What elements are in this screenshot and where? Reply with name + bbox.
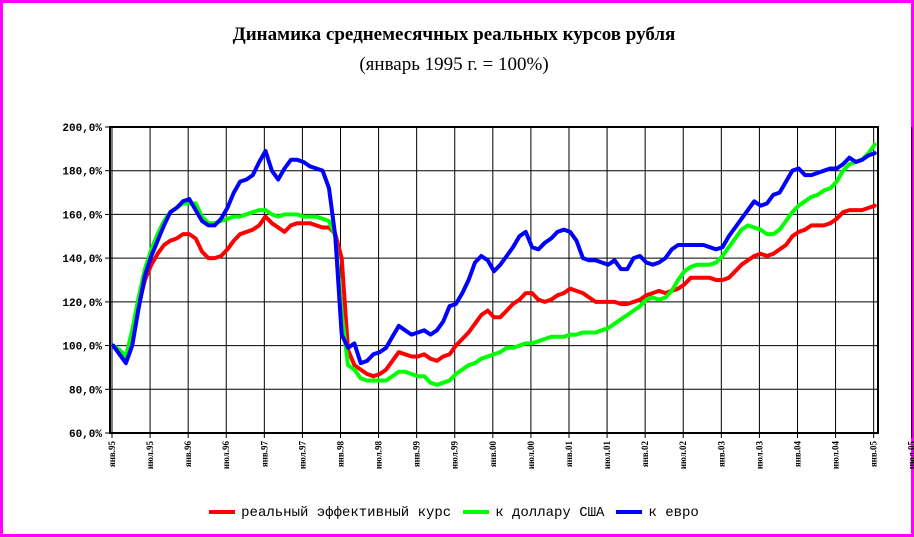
series-line-2: [111, 142, 877, 387]
x-tick-label: июл.04: [831, 441, 841, 470]
x-tick-label: июл.97: [297, 441, 307, 470]
y-tick-label: 60,0%: [69, 429, 102, 441]
y-tick-label: 200,0%: [62, 123, 102, 135]
legend-item-2: к доллару США: [463, 505, 604, 521]
x-tick-label: янв.05: [869, 441, 879, 468]
x-tick-label: июл.96: [221, 441, 231, 470]
x-tick-label: янв.97: [259, 441, 269, 468]
x-tick-label: июл.95: [145, 441, 155, 470]
x-tick-label: июл.02: [678, 441, 688, 470]
y-tick-label: 140,0%: [62, 254, 102, 266]
series-line-1: [111, 203, 877, 379]
x-tick-label: июл.01: [602, 441, 612, 470]
legend-label: к евро: [648, 505, 699, 521]
y-axis-ticks: 60,0% 80,0% 100,0% 120,0% 140,0% 160,0% 180,0%…: [62, 123, 102, 441]
legend-item-1: реальный эффективный курс: [209, 505, 451, 521]
y-tick-label: 80,0%: [69, 385, 102, 397]
x-tick-label: янв.04: [792, 441, 802, 468]
chart-title: Динамика среднемесячных реальных курсов …: [232, 24, 676, 45]
series-lines: [111, 142, 877, 387]
x-tick-label: янв.99: [412, 441, 422, 468]
series-line-3: [111, 149, 877, 366]
x-tick-label: янв.98: [335, 441, 345, 468]
y-tick-label: 180,0%: [62, 167, 102, 179]
x-tick-label: июл.03: [754, 441, 764, 470]
x-tick-label: янв.96: [183, 441, 193, 468]
x-tick-label: янв.03: [716, 441, 726, 468]
y-tick-label: 160,0%: [62, 210, 102, 222]
legend-swatch: [616, 510, 643, 515]
chart-subtitle: (январь 1995 г. = 100%): [359, 54, 549, 75]
legend-swatch: [209, 510, 236, 515]
legend-item-3: к евро: [616, 505, 699, 521]
legend-swatch: [463, 510, 490, 515]
x-tick-label: июл.00: [526, 441, 536, 470]
y-tick-label: 120,0%: [62, 298, 102, 310]
x-tick-label: июл.99: [450, 441, 460, 470]
legend-label: к доллару США: [495, 505, 605, 521]
legend: реальный эффективный курс к доллару США к …: [0, 505, 908, 521]
x-tick-label: янв.00: [488, 441, 498, 468]
x-tick-label: июл.05: [907, 441, 914, 470]
x-tick-label: янв.01: [564, 441, 574, 468]
x-tick-label: янв.02: [640, 441, 650, 468]
x-tick-label: янв.95: [107, 441, 117, 468]
legend-label: реальный эффективный курс: [241, 505, 452, 521]
x-tick-label: июл.98: [374, 441, 384, 470]
y-tick-label: 100,0%: [62, 342, 102, 354]
x-axis-ticks: янв.95 июл.95 янв.96 июл.96 янв.97 июл.97 янв.…: [107, 441, 914, 470]
plot-area-border: [109, 126, 879, 434]
